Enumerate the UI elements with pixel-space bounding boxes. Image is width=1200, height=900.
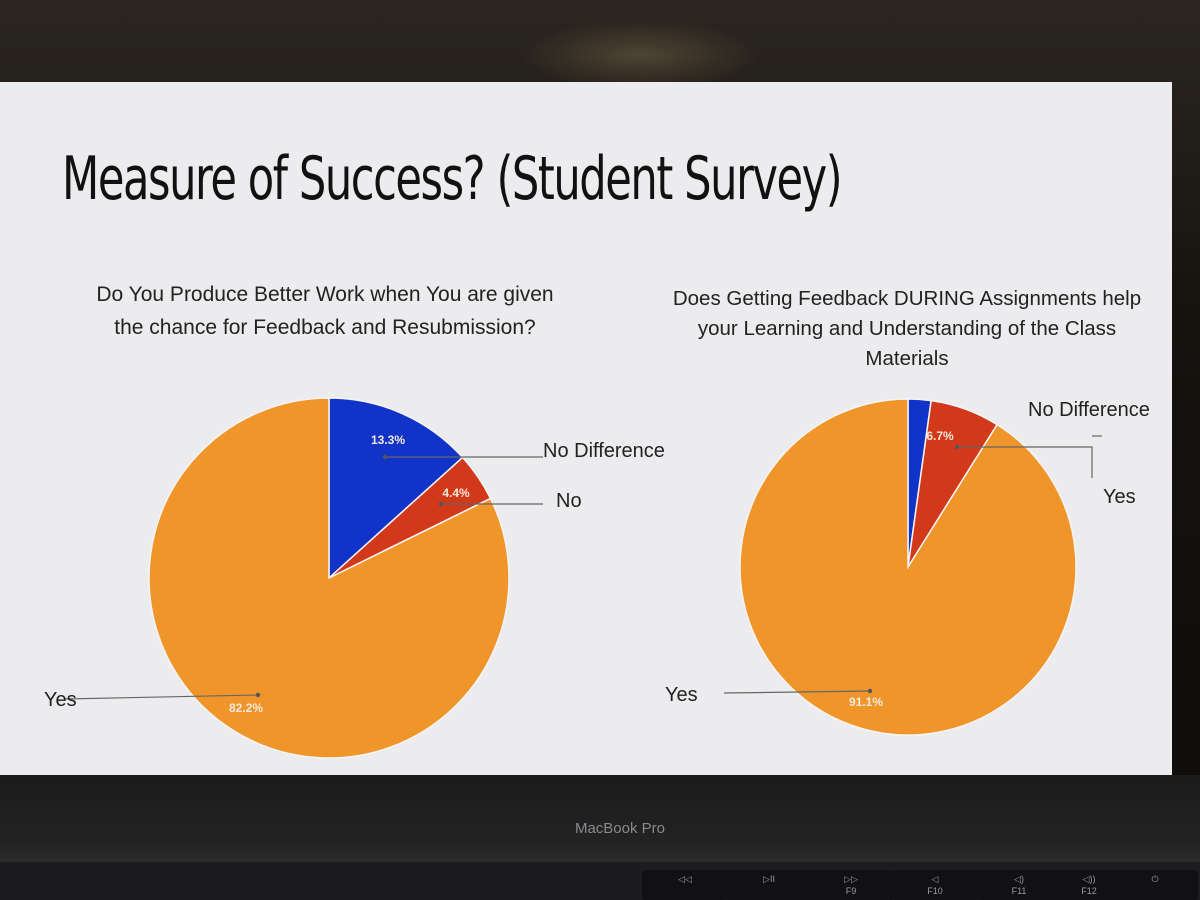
chart-1-slice-yes <box>148 397 510 759</box>
key-fn-label: F10 <box>927 886 943 896</box>
chart-2-label-yes-upper: Yes <box>1103 486 1136 508</box>
keyboard-key[interactable]: ▷▷ F9 <box>808 870 894 900</box>
chart-2-pct-yes: 91.1% <box>849 695 883 709</box>
chart-1-pct-no: 4.4% <box>442 486 470 500</box>
key-fn-label: F12 <box>1081 886 1097 896</box>
chart-2-leader-dot-yes <box>867 688 873 694</box>
chart-1-pct-no-difference: 13.3% <box>371 433 405 447</box>
chart-1-pct-yes: 82.2% <box>229 701 263 715</box>
chart-2-leader-yes <box>723 690 871 694</box>
keyboard-key[interactable]: ⏻ <box>1112 870 1198 900</box>
chart-1-slice-no-difference <box>328 397 464 580</box>
slide-title: Measure of Success? (Student Survey) <box>62 144 843 214</box>
chart-2-title: Does Getting Feedback DURING Assignments… <box>672 287 1142 370</box>
chart-2-pct-no-difference: 6.7% <box>926 429 954 443</box>
chart-2-label-no-difference: No Difference <box>1028 399 1150 421</box>
keyboard-key[interactable]: ◁ F10 <box>892 870 978 900</box>
chart-2-label-yes: Yes <box>665 684 698 706</box>
key-fn-label: F11 <box>1011 886 1027 896</box>
chart-1-label-no-difference: No Difference <box>543 440 665 462</box>
keyboard-key[interactable]: ▷II <box>726 870 812 900</box>
brand-label: MacBook Pro <box>574 820 666 837</box>
chart-2-leader-no-difference <box>957 446 1093 478</box>
key-glyph: ◁)) <box>1082 874 1096 884</box>
chart-2-leader-dot-no-difference <box>954 444 960 450</box>
key-glyph: ◁) <box>1014 874 1024 884</box>
chart-1-label-yes: Yes <box>44 689 77 711</box>
chart-2-slice-yes <box>739 398 1077 736</box>
key-glyph: ▷II <box>763 874 775 884</box>
chart-1-leader-yes <box>63 694 259 700</box>
chart-1-label-no: No <box>556 490 582 512</box>
camera-reflection <box>520 20 760 90</box>
key-glyph: ⏻ <box>1151 874 1159 884</box>
key-fn-label: F9 <box>845 886 857 896</box>
chart-1-title: Do You Produce Better Work when You are … <box>96 283 554 339</box>
key-glyph: ▷▷ <box>844 874 858 884</box>
chart-1-leader-dot-no-difference <box>382 454 388 460</box>
chart-1-leader-dot-yes <box>255 692 261 698</box>
key-glyph: ◁◁ <box>678 874 692 884</box>
keyboard-key[interactable]: ◁◁ <box>642 870 728 900</box>
key-glyph: ◁ <box>931 874 939 884</box>
chart-1-leader-dot-no <box>438 501 444 507</box>
